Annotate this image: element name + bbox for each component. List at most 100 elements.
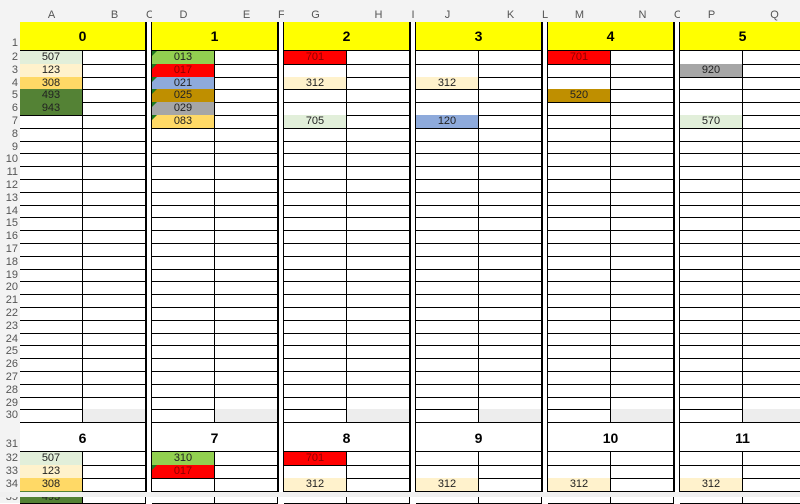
grid-cell[interactable] bbox=[611, 465, 674, 479]
row-header-21[interactable]: 21 bbox=[0, 294, 20, 307]
row-header-22[interactable]: 22 bbox=[0, 307, 20, 320]
grid-cell[interactable] bbox=[347, 332, 410, 347]
column-header-e[interactable]: E bbox=[215, 8, 278, 23]
grid-cell[interactable] bbox=[416, 345, 479, 360]
grid-cell[interactable] bbox=[548, 191, 611, 206]
grid-cell[interactable] bbox=[284, 409, 347, 424]
error-indicator-icon[interactable] bbox=[152, 76, 157, 82]
value-cell[interactable]: 017 bbox=[152, 63, 215, 78]
grid-cell[interactable] bbox=[152, 281, 215, 296]
grid-cell[interactable] bbox=[680, 465, 743, 479]
select-all-corner[interactable] bbox=[0, 8, 20, 22]
grid-cell[interactable] bbox=[743, 217, 800, 232]
grid-cell[interactable] bbox=[215, 76, 278, 91]
grid-cell[interactable] bbox=[743, 102, 800, 116]
grid-cell[interactable] bbox=[680, 76, 743, 91]
grid-cell[interactable] bbox=[347, 371, 410, 385]
grid-cell[interactable] bbox=[680, 127, 743, 142]
grid-cell[interactable] bbox=[215, 465, 278, 479]
grid-cell[interactable] bbox=[284, 345, 347, 360]
row-header-28[interactable]: 28 bbox=[0, 383, 20, 397]
grid-cell[interactable] bbox=[548, 281, 611, 296]
grid-cell[interactable] bbox=[152, 153, 215, 168]
value-cell[interactable]: 025 bbox=[152, 89, 215, 104]
grid-cell[interactable] bbox=[743, 320, 800, 334]
block-header-8[interactable]: 8 bbox=[284, 422, 410, 453]
value-cell[interactable]: 570 bbox=[680, 115, 743, 129]
grid-cell[interactable] bbox=[611, 230, 674, 244]
grid-cell[interactable] bbox=[743, 269, 800, 283]
grid-cell[interactable] bbox=[743, 358, 800, 372]
grid-cell[interactable] bbox=[611, 204, 674, 219]
grid-cell[interactable] bbox=[215, 396, 278, 411]
row-header-20[interactable]: 20 bbox=[0, 281, 20, 295]
grid-cell[interactable] bbox=[20, 268, 83, 283]
grid-cell[interactable] bbox=[20, 217, 83, 232]
row-header-6[interactable]: 6 bbox=[0, 102, 20, 115]
grid-cell[interactable] bbox=[416, 255, 479, 270]
grid-cell[interactable] bbox=[20, 243, 83, 257]
grid-cell[interactable] bbox=[479, 465, 542, 479]
grid-cell[interactable] bbox=[152, 332, 215, 347]
grid-cell[interactable] bbox=[743, 452, 800, 466]
grid-cell[interactable] bbox=[611, 51, 674, 65]
grid-cell[interactable] bbox=[83, 102, 146, 116]
grid-cell[interactable] bbox=[347, 51, 410, 65]
grid-cell[interactable] bbox=[416, 51, 479, 65]
grid-cell[interactable] bbox=[284, 319, 347, 334]
column-header-j[interactable]: J bbox=[416, 8, 479, 23]
grid-cell[interactable] bbox=[152, 179, 215, 193]
grid-cell[interactable] bbox=[215, 153, 278, 168]
grid-cell[interactable] bbox=[152, 358, 215, 372]
grid-cell[interactable] bbox=[215, 358, 278, 372]
block-header-0[interactable]: 0 bbox=[20, 22, 146, 51]
grid-cell[interactable] bbox=[416, 191, 479, 206]
grid-cell[interactable] bbox=[347, 179, 410, 193]
grid-cell[interactable] bbox=[479, 396, 542, 411]
grid-cell[interactable] bbox=[743, 281, 800, 296]
grid-cell[interactable] bbox=[548, 294, 611, 308]
grid-cell[interactable] bbox=[611, 396, 674, 411]
grid-cell[interactable] bbox=[743, 465, 800, 479]
grid-cell[interactable] bbox=[284, 153, 347, 168]
grid-cell[interactable] bbox=[83, 191, 146, 206]
grid-cell[interactable] bbox=[416, 204, 479, 219]
row-header-34[interactable]: 34 bbox=[0, 477, 20, 491]
grid-cell[interactable] bbox=[680, 51, 743, 65]
grid-cell[interactable] bbox=[20, 281, 83, 296]
grid-cell[interactable] bbox=[416, 268, 479, 283]
grid-cell[interactable] bbox=[743, 166, 800, 180]
grid-cell[interactable] bbox=[548, 102, 611, 116]
row-header-24[interactable]: 24 bbox=[0, 332, 20, 346]
grid-cell[interactable] bbox=[20, 371, 83, 385]
grid-cell[interactable] bbox=[20, 230, 83, 244]
grid-cell[interactable] bbox=[347, 153, 410, 168]
grid-cell[interactable] bbox=[347, 383, 410, 398]
grid-cell[interactable] bbox=[83, 127, 146, 142]
block-header-7[interactable]: 7 bbox=[152, 422, 278, 453]
row-header-9[interactable]: 9 bbox=[0, 140, 20, 154]
column-header-g[interactable]: G bbox=[284, 8, 347, 23]
grid-cell[interactable] bbox=[611, 477, 674, 492]
grid-cell[interactable] bbox=[680, 255, 743, 270]
value-cell[interactable]: 308 bbox=[20, 477, 83, 492]
grid-cell[interactable] bbox=[152, 383, 215, 398]
grid-cell[interactable] bbox=[347, 307, 410, 321]
grid-cell[interactable] bbox=[152, 371, 215, 385]
column-header-p[interactable]: P bbox=[680, 8, 743, 23]
grid-cell[interactable] bbox=[284, 166, 347, 180]
grid-cell[interactable] bbox=[215, 204, 278, 219]
grid-cell[interactable] bbox=[416, 127, 479, 142]
grid-cell[interactable] bbox=[611, 243, 674, 257]
grid-cell[interactable] bbox=[284, 230, 347, 244]
grid-cell[interactable] bbox=[611, 332, 674, 347]
grid-cell[interactable] bbox=[680, 153, 743, 168]
row-header-13[interactable]: 13 bbox=[0, 191, 20, 205]
grid-cell[interactable] bbox=[479, 140, 542, 155]
grid-cell[interactable] bbox=[215, 477, 278, 492]
grid-cell[interactable] bbox=[743, 128, 800, 142]
grid-cell[interactable] bbox=[548, 358, 611, 372]
grid-cell[interactable] bbox=[83, 63, 146, 78]
grid-cell[interactable] bbox=[284, 140, 347, 155]
grid-cell[interactable] bbox=[215, 294, 278, 308]
